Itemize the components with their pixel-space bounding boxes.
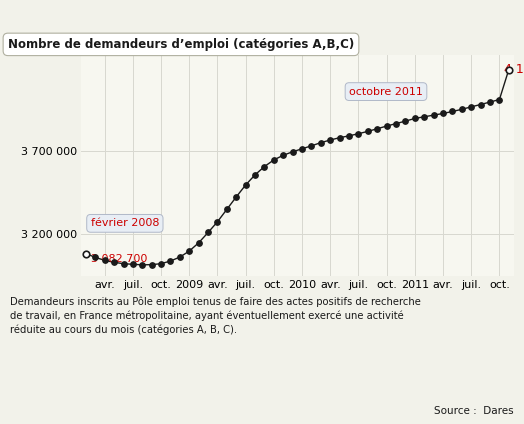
Point (307, 142, 315, 149)
Text: 3 082 700: 3 082 700 (91, 254, 147, 264)
Point (129, 261, 137, 268)
Text: Nombre de demandeurs d’emploi (catégories A,B,C): Nombre de demandeurs d’emploi (catégorie… (8, 38, 354, 51)
Text: 4 193 000: 4 193 000 (504, 63, 524, 76)
Point (345, 132, 353, 139)
Point (270, 156, 278, 163)
Point (335, 134, 344, 141)
Point (176, 254, 184, 260)
Point (505, 66, 513, 73)
Point (260, 163, 269, 170)
Point (232, 193, 241, 200)
Point (251, 171, 259, 178)
Point (101, 257, 109, 264)
Point (119, 260, 128, 267)
Point (316, 139, 325, 146)
Point (185, 248, 193, 254)
Point (373, 126, 381, 132)
Text: octobre 2011: octobre 2011 (349, 86, 423, 97)
Point (298, 145, 306, 152)
Point (439, 110, 447, 117)
Point (204, 229, 212, 236)
Point (213, 218, 222, 225)
Point (289, 148, 297, 155)
Point (194, 240, 203, 246)
Point (91, 254, 100, 261)
Point (354, 130, 363, 137)
Text: Demandeurs inscrits au Pôle emploi tenus de faire des actes positifs de recherch: Demandeurs inscrits au Pôle emploi tenus… (10, 297, 421, 335)
Text: Source :  Dares: Source : Dares (434, 405, 514, 416)
Point (448, 108, 456, 115)
Point (326, 137, 334, 143)
Point (420, 113, 429, 120)
Point (82, 250, 90, 257)
Point (457, 106, 466, 113)
Point (495, 96, 504, 103)
Point (148, 261, 156, 268)
Point (110, 259, 118, 266)
Point (364, 128, 372, 135)
Point (166, 258, 174, 265)
Point (138, 262, 147, 268)
Point (383, 123, 391, 129)
Point (157, 260, 165, 267)
Point (430, 112, 438, 119)
Point (401, 118, 410, 125)
Point (467, 103, 475, 110)
Point (392, 120, 400, 127)
Point (223, 206, 231, 213)
Point (279, 152, 288, 159)
Point (411, 115, 419, 122)
Point (486, 99, 494, 106)
Point (476, 101, 485, 108)
Point (242, 181, 250, 188)
Text: février 2008: février 2008 (91, 218, 159, 229)
